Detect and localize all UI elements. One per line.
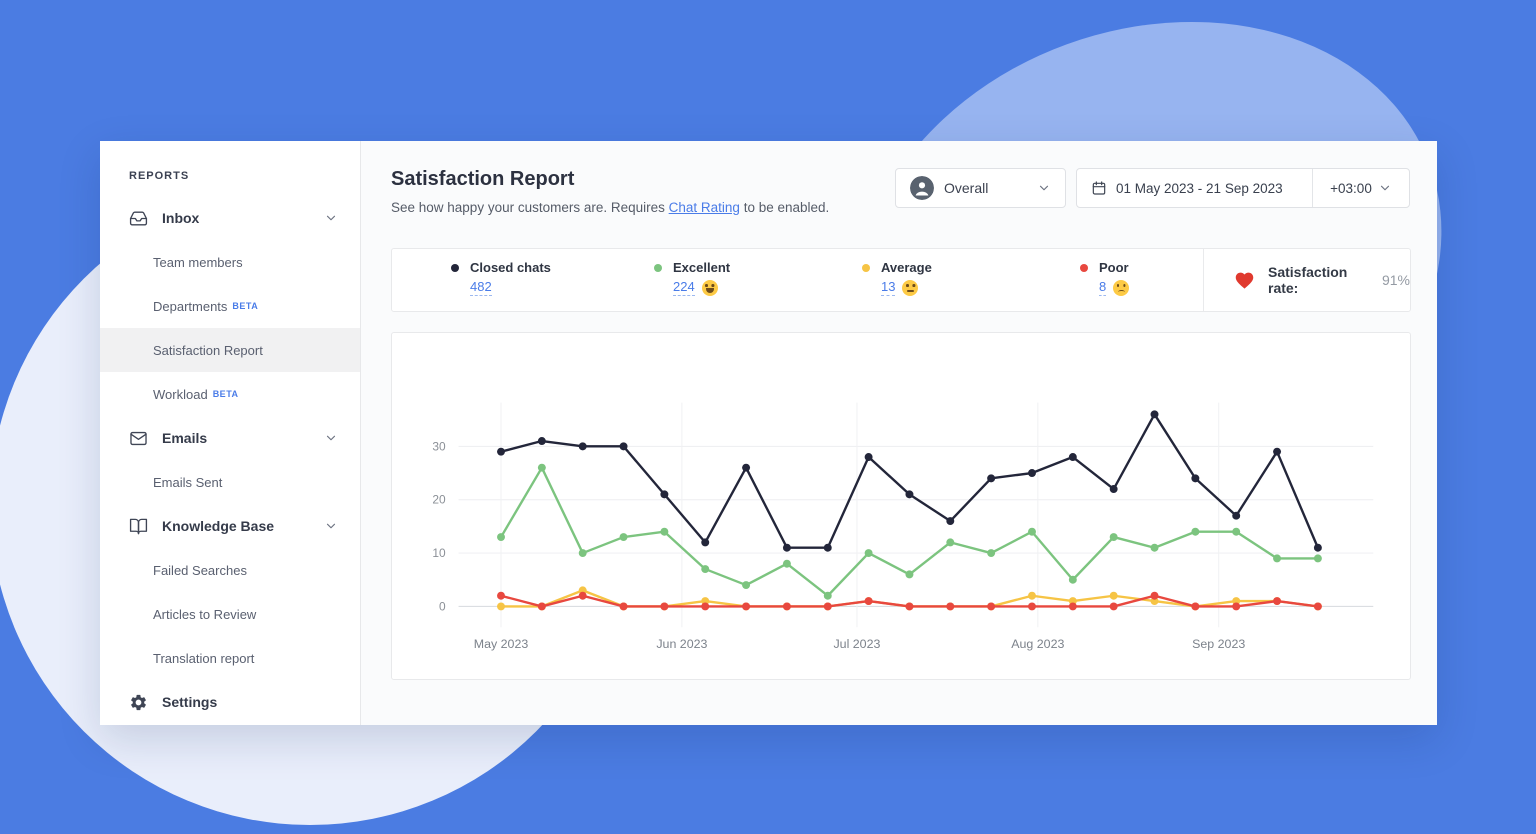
satisfaction-rate-label: Satisfaction rate: xyxy=(1268,264,1348,296)
sidebar-items: Inbox Team members Departments BETA Sati… xyxy=(100,196,360,724)
excellent-dot xyxy=(654,263,662,272)
sidebar-item-inbox[interactable]: Inbox xyxy=(100,196,360,240)
sidebar-item-failed-searches[interactable]: Failed Searches xyxy=(100,548,360,592)
legend-label: Average xyxy=(881,260,932,275)
sidebar-item-label: Emails Sent xyxy=(153,474,223,490)
svg-text:Sep 2023: Sep 2023 xyxy=(1192,637,1245,651)
svg-text:May 2023: May 2023 xyxy=(474,637,529,651)
svg-text:30: 30 xyxy=(432,439,446,453)
chart-card: 0 10 20 30 May 2023 Jun 2023 Jul 2023 Aug 2023 S… xyxy=(391,332,1411,680)
page-title: Satisfaction Report xyxy=(391,168,575,190)
report-controls: Overall 01 May 2023 - 21 Sep 2023 +03:00 xyxy=(895,168,1410,208)
app-window: REPORTS Inbox Team members Departments B… xyxy=(100,141,1437,725)
book-icon xyxy=(129,517,148,536)
sidebar-item-label: Translation report xyxy=(153,650,255,666)
average-count[interactable]: 13 xyxy=(881,279,896,296)
date-range-picker[interactable]: 01 May 2023 - 21 Sep 2023 xyxy=(1077,169,1312,207)
poor-dot xyxy=(1080,263,1088,272)
svg-text:Jun 2023: Jun 2023 xyxy=(656,637,707,651)
chevron-down-icon xyxy=(324,519,338,533)
sidebar-section-title: REPORTS xyxy=(129,170,190,182)
person-avatar-icon xyxy=(910,176,934,200)
legend-label: Poor xyxy=(1099,260,1129,275)
average-dot xyxy=(862,263,870,272)
inbox-icon xyxy=(129,209,148,228)
sidebar-item-knowledge-base[interactable]: Knowledge Base xyxy=(100,504,360,548)
date-range-value: 01 May 2023 - 21 Sep 2023 xyxy=(1116,180,1283,196)
timezone-value: +03:00 xyxy=(1330,180,1372,196)
beta-badge: BETA xyxy=(232,301,259,311)
legend-item-poor[interactable]: Poor 8 xyxy=(1080,260,1130,296)
svg-text:10: 10 xyxy=(432,546,446,560)
sidebar-item-label: Articles to Review xyxy=(153,606,257,622)
sidebar-item-label: Departments xyxy=(153,298,228,314)
sidebar-item-articles-to-review[interactable]: Articles to Review xyxy=(100,592,360,636)
legend-item-closed-chats[interactable]: Closed chats 482 xyxy=(451,260,551,296)
chevron-down-icon xyxy=(324,211,338,225)
legend-item-excellent[interactable]: Excellent 224 xyxy=(654,260,730,296)
page-subtitle: See how happy your customers are. Requir… xyxy=(391,200,829,215)
sidebar-item-label: Settings xyxy=(162,694,218,710)
chevron-down-icon xyxy=(1378,181,1392,195)
reports-sidebar: REPORTS Inbox Team members Departments B… xyxy=(100,141,361,725)
sidebar-item-departments[interactable]: Departments BETA xyxy=(100,284,360,328)
sidebar-item-label: Inbox xyxy=(162,210,200,226)
sidebar-item-settings[interactable]: Settings xyxy=(100,680,360,724)
legend-divider xyxy=(1203,249,1204,311)
sidebar-item-label: Team members xyxy=(153,254,243,270)
chat-rating-link[interactable]: Chat Rating xyxy=(668,200,740,215)
sidebar-item-label: Knowledge Base xyxy=(162,518,275,534)
svg-text:Jul 2023: Jul 2023 xyxy=(833,637,880,651)
sidebar-item-translation-report[interactable]: Translation report xyxy=(100,636,360,680)
gear-icon xyxy=(129,693,148,712)
sidebar-item-label: Failed Searches xyxy=(153,562,247,578)
sad-face-emoji xyxy=(1113,279,1130,296)
agent-filter-dropdown[interactable]: Overall xyxy=(895,168,1066,208)
svg-text:0: 0 xyxy=(439,599,446,613)
sidebar-item-label: Emails xyxy=(162,430,208,446)
svg-text:Aug 2023: Aug 2023 xyxy=(1011,637,1064,651)
sidebar-item-emails-sent[interactable]: Emails Sent xyxy=(100,460,360,504)
beta-badge: BETA xyxy=(212,389,239,399)
date-range-control: 01 May 2023 - 21 Sep 2023 +03:00 xyxy=(1076,168,1410,208)
main-content: Satisfaction Report See how happy your c… xyxy=(361,141,1437,725)
satisfaction-rate-value: 91% xyxy=(1381,272,1410,288)
sidebar-item-label: Workload xyxy=(153,386,208,402)
envelope-icon xyxy=(129,429,148,448)
subtitle-text: to be enabled. xyxy=(739,200,830,215)
agent-filter-value: Overall xyxy=(944,180,989,196)
excellent-count[interactable]: 224 xyxy=(673,279,695,296)
legend-card: Closed chats 482 Excellent 224 Average 1… xyxy=(391,248,1411,312)
timezone-dropdown[interactable]: +03:00 xyxy=(1312,169,1409,207)
sidebar-item-satisfaction-report[interactable]: Satisfaction Report xyxy=(100,328,360,372)
chevron-down-icon xyxy=(1037,181,1051,195)
grinning-face-emoji xyxy=(701,279,718,296)
legend-item-average[interactable]: Average 13 xyxy=(862,260,932,296)
satisfaction-rate: Satisfaction rate: 91% xyxy=(1234,249,1410,311)
sidebar-item-emails[interactable]: Emails xyxy=(100,416,360,460)
chevron-down-icon xyxy=(324,431,338,445)
legend-label: Closed chats xyxy=(470,260,551,275)
svg-text:20: 20 xyxy=(432,493,446,507)
sidebar-item-team-members[interactable]: Team members xyxy=(100,240,360,284)
legend-label: Excellent xyxy=(673,260,731,275)
sidebar-item-label: Satisfaction Report xyxy=(153,342,263,358)
calendar-icon xyxy=(1092,181,1106,195)
poor-count[interactable]: 8 xyxy=(1099,279,1107,296)
closed-chats-count[interactable]: 482 xyxy=(470,279,492,296)
neutral-face-emoji xyxy=(902,279,919,296)
satisfaction-chart[interactable]: 0 10 20 30 May 2023 Jun 2023 Jul 2023 Aug 2023 S… xyxy=(392,333,1410,679)
heart-icon xyxy=(1234,270,1255,291)
sidebar-item-workload[interactable]: Workload BETA xyxy=(100,372,360,416)
closed-chats-dot xyxy=(451,263,459,272)
subtitle-text: See how happy your customers are. Requir… xyxy=(391,200,669,215)
